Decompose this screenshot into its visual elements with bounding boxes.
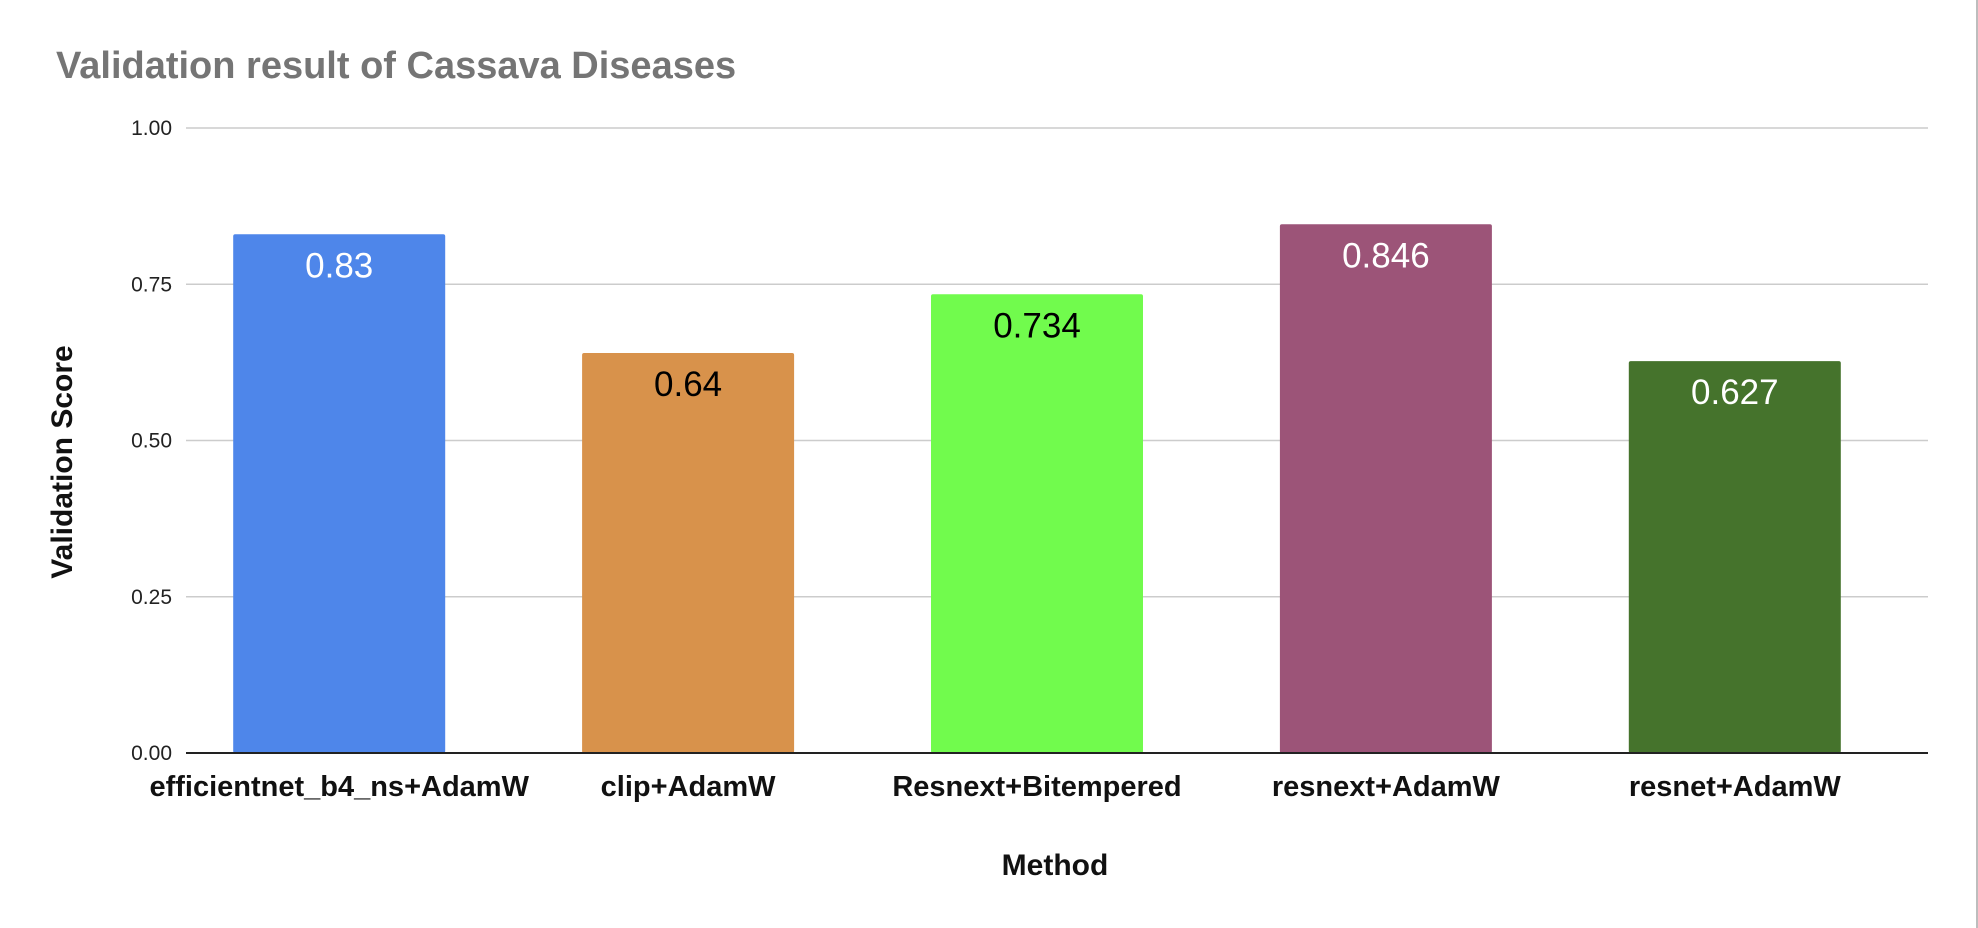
bar [233, 234, 446, 753]
data-label: 0.734 [993, 306, 1081, 345]
data-label: 0.83 [305, 246, 373, 285]
data-label: 0.64 [654, 365, 722, 404]
data-label: 0.846 [1342, 236, 1430, 275]
x-tick-label: resnext+AdamW [1272, 771, 1501, 803]
y-tick-label: 0.50 [131, 430, 172, 453]
bar [582, 353, 795, 753]
bar [1279, 224, 1492, 753]
bars: 0.83 0.64 0.734 0.846 0.627 [233, 224, 1841, 753]
y-tick-label: 0.75 [131, 273, 172, 296]
y-tick-label: 1.00 [131, 117, 172, 140]
chart-title: Validation result of Cassava Diseases [56, 45, 736, 87]
bar [1628, 361, 1841, 753]
y-axis-ticks: 0.00 0.25 0.50 0.75 1.00 [131, 117, 172, 765]
x-axis-label: Method [1002, 849, 1109, 882]
y-tick-label: 0.00 [131, 742, 172, 765]
x-tick-label: clip+AdamW [601, 771, 776, 803]
y-tick-label: 0.25 [131, 586, 172, 609]
x-tick-label: resnet+AdamW [1629, 771, 1842, 803]
frame-edge [1976, 0, 1978, 928]
x-tick-label: efficientnet_b4_ns+AdamW [149, 771, 529, 803]
bar [931, 294, 1143, 753]
x-axis-ticks: efficientnet_b4_ns+AdamW clip+AdamW Resnex… [149, 771, 1841, 803]
data-label: 0.627 [1691, 373, 1779, 412]
y-axis-label: Validation Score [46, 345, 79, 578]
x-tick-label: Resnext+Bitempered [892, 771, 1181, 803]
